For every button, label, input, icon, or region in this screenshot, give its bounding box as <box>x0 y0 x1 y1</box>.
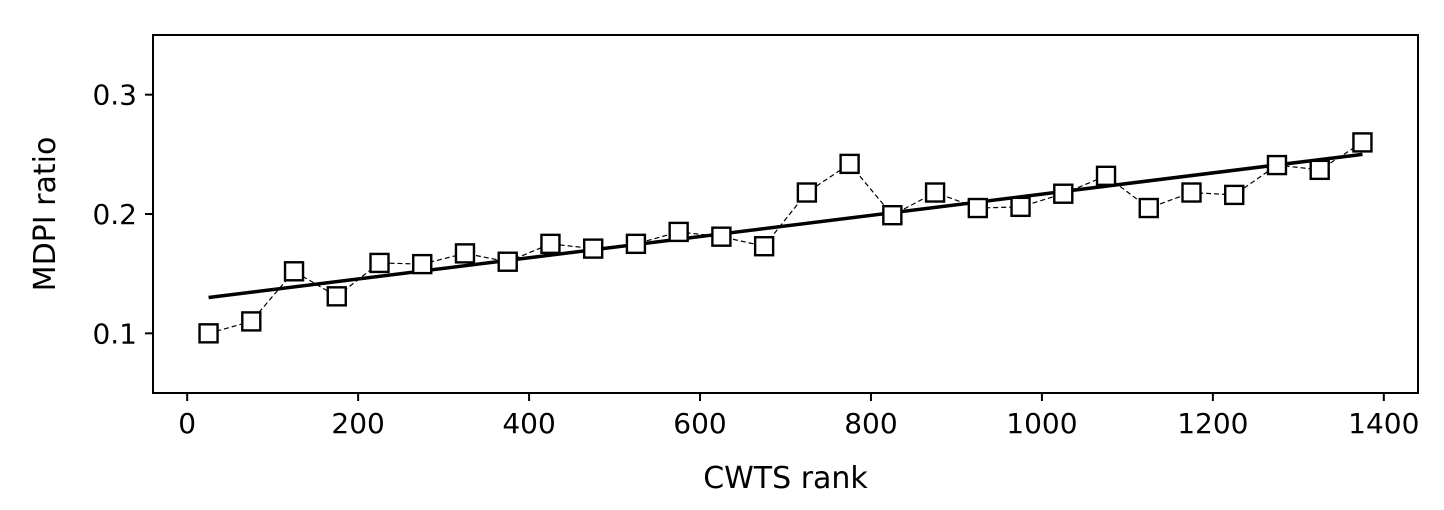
y-axis-label: MDPI ratio <box>28 137 63 292</box>
data-point <box>882 204 903 226</box>
data-point <box>540 233 561 255</box>
data-point <box>582 238 604 259</box>
data-point <box>1095 165 1117 187</box>
data-point-markers <box>198 132 1373 344</box>
x-tick-label: 1000 <box>1006 407 1077 440</box>
x-tick-label: 0 <box>178 407 196 440</box>
plot-frame <box>152 34 1419 394</box>
x-tick-label: 600 <box>673 407 726 440</box>
data-point <box>839 153 860 175</box>
y-tick-label: 0.2 <box>92 198 137 231</box>
data-point <box>1181 182 1202 203</box>
data-point <box>1266 154 1288 176</box>
x-tick-label: 1400 <box>1348 407 1419 440</box>
data-point <box>796 182 818 203</box>
data-point <box>454 243 476 264</box>
data-point <box>198 323 219 344</box>
data-point <box>753 236 775 257</box>
data-point <box>1138 197 1159 219</box>
y-tick-label: 0.3 <box>92 79 137 112</box>
x-tick-label: 800 <box>844 407 897 440</box>
data-point <box>1010 196 1031 218</box>
data-point <box>283 261 305 282</box>
data-point <box>1053 183 1074 204</box>
data-point <box>1224 184 1245 206</box>
x-tick-label: 1200 <box>1177 407 1248 440</box>
data-point <box>1352 132 1373 153</box>
data-point <box>497 251 518 272</box>
trend-fit-line <box>208 152 1363 300</box>
data-point <box>625 233 647 255</box>
data-point <box>241 311 262 332</box>
x-tick-label: 400 <box>502 407 555 440</box>
data-point <box>711 226 732 247</box>
data-point <box>924 182 946 203</box>
y-axis-ticks: 0.1 0.2 0.3 <box>92 79 153 350</box>
data-point <box>412 253 433 275</box>
y-tick-label: 0.1 <box>92 317 137 350</box>
x-axis-label: CWTS rank <box>703 461 868 496</box>
data-point <box>326 286 347 307</box>
x-axis-ticks: 0 200 400 600 800 1000 1200 1400 <box>178 393 1419 440</box>
data-point <box>668 221 689 243</box>
data-point <box>967 197 989 219</box>
data-point <box>369 252 390 274</box>
x-tick-label: 200 <box>331 407 384 440</box>
data-point <box>1309 159 1330 181</box>
mdpi-ratio-series-line <box>208 141 1363 334</box>
